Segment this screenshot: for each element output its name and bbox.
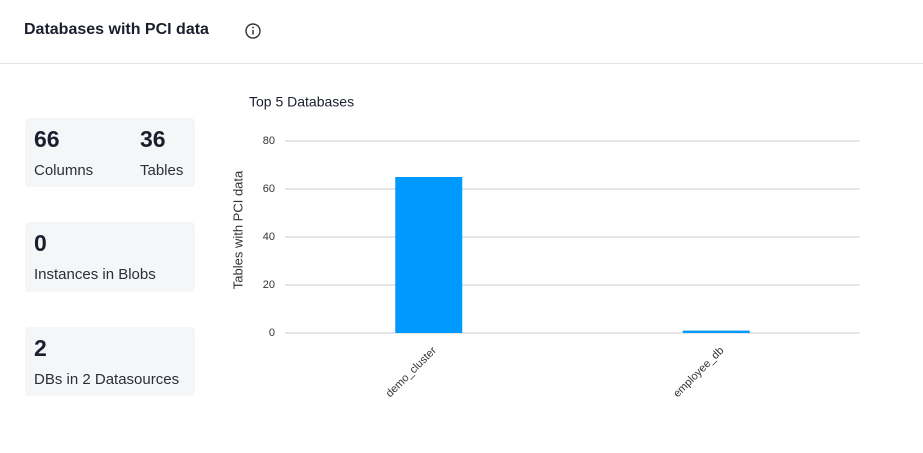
y-tick-label: 80 [263, 135, 275, 147]
y-tick-label: 60 [263, 183, 275, 195]
info-icon[interactable] [244, 22, 262, 40]
stat-label: DBs in 2 Datasources [34, 371, 180, 388]
chart-title: Top 5 Databases [249, 94, 354, 110]
y-tick-label: 20 [263, 279, 275, 291]
stat-card: 66 Columns 36 Tables [25, 118, 195, 187]
stat-value: 66 [34, 126, 60, 152]
stat-card: 0 Instances in Blobs [25, 222, 195, 292]
stat-label: Instances in Blobs [34, 266, 156, 283]
y-tick-label: 40 [263, 231, 275, 243]
stat-value: 2 [34, 335, 47, 361]
y-axis-label: Tables with PCI data [230, 170, 245, 289]
title: Databases with PCI data [24, 21, 209, 38]
x-tick-label: employee_db [671, 345, 726, 400]
stat-value: 0 [34, 230, 47, 256]
stat-label: Columns [34, 162, 94, 179]
y-tick-label: 0 [269, 327, 275, 339]
bar [682, 330, 750, 333]
bar [395, 177, 463, 333]
header: Databases with PCI data [0, 0, 923, 64]
x-tick-label: demo_cluster [384, 344, 439, 399]
stat-card: 2 DBs in 2 Datasources [25, 327, 195, 396]
stat-label: Tables [140, 162, 184, 179]
stat-value: 36 [140, 126, 166, 152]
